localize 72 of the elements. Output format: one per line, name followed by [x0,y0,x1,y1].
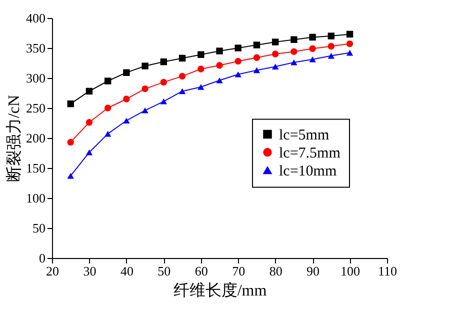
y-tick-label: 100 [26,190,46,206]
point [178,72,186,80]
x-tick-label: 90 [306,264,320,278]
x-tick-label: 80 [269,264,282,278]
legend-label: lc=5mm [279,127,330,144]
point [104,104,112,112]
point [328,32,335,40]
point [290,59,298,66]
point [142,62,148,70]
point [142,85,148,92]
legend-label: lc=10mm [279,163,337,180]
point [104,78,112,84]
point [67,138,74,146]
point [234,58,242,65]
point [309,45,316,52]
point [309,34,316,41]
point [290,36,298,43]
x-tick-label: 50 [158,264,171,278]
point [160,58,168,66]
y-tick-label: 400 [26,10,46,26]
y-tick-label: 150 [26,160,46,176]
point [234,44,242,52]
x-axis-title: 纤维长度/mm [173,282,268,300]
point [198,51,204,58]
point [328,52,335,59]
x-tick-label: 110 [378,264,398,278]
point [123,69,130,76]
point [86,119,93,126]
point [86,88,93,95]
point [178,54,186,62]
point [272,64,279,70]
legend-label: lc=7.5mm [279,145,341,162]
point [272,50,279,58]
point [67,100,74,108]
point [160,98,168,104]
point [346,40,354,48]
point [290,48,298,55]
point [216,77,223,84]
point [86,149,93,156]
x-tick-label: 100 [340,264,360,278]
point [216,62,223,69]
point [67,172,74,179]
point [253,42,260,48]
point [272,38,279,46]
point [328,42,335,50]
point [346,50,354,56]
point [216,48,223,54]
point [178,88,186,94]
point [160,78,168,86]
y-tick-label: 350 [26,40,46,56]
point [234,71,242,78]
point [309,56,316,62]
x-tick-label: 60 [194,264,208,278]
y-tick-label: 0 [39,250,46,266]
x-tick-label: 70 [232,264,246,278]
x-tick-label: 40 [120,264,134,278]
y-tick-label: 200 [26,130,46,146]
point [253,54,260,61]
y-tick-label: 250 [26,100,46,116]
y-axis-title: 断裂强力/cN [5,94,23,182]
point [142,107,148,114]
x-tick-label: 30 [83,264,96,278]
y-tick-label: 50 [32,220,46,236]
point [104,130,112,137]
point [346,30,354,38]
point [253,67,260,74]
y-tick-label: 300 [26,70,46,86]
point [123,118,130,124]
point [198,66,204,72]
point [123,96,130,102]
point [198,84,204,90]
x-tick-label: 20 [46,264,59,278]
